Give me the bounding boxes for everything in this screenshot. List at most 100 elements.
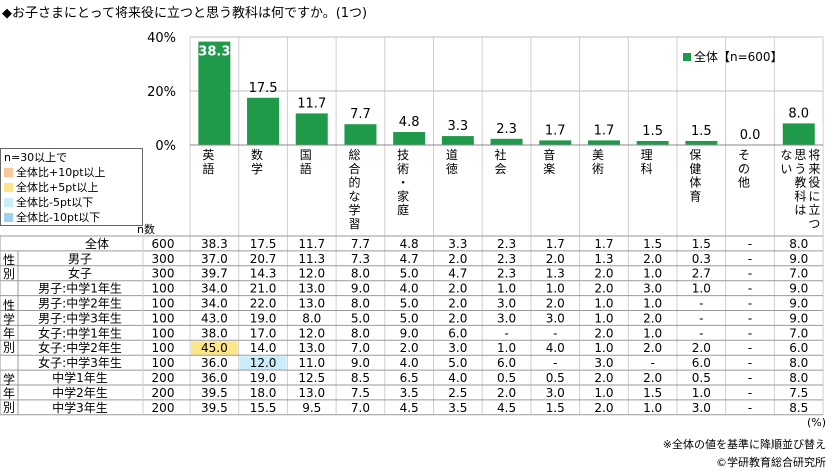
table-cell: 2.0 xyxy=(594,326,613,340)
table-cell: 4.0 xyxy=(400,282,419,296)
table-cell: 2.5 xyxy=(448,386,467,400)
table-group-label: 学 xyxy=(3,311,15,326)
x-tick-label: そ xyxy=(738,148,750,162)
unit-note: (%) xyxy=(806,416,826,429)
highlight-legend-item: 全体比-5pt以下 xyxy=(4,195,139,210)
table-n-value: 200 xyxy=(152,386,175,400)
table-cell: 9.0 xyxy=(400,326,419,340)
x-tick-label: 英 xyxy=(202,148,214,162)
highlight-legend-item: 全体比+5pt以上 xyxy=(4,180,139,195)
table-cell: 1.0 xyxy=(643,326,662,340)
table-cell: - xyxy=(748,252,752,266)
table-cell: 2.0 xyxy=(448,252,467,266)
x-tick-label: 理 xyxy=(641,148,653,162)
data-label: 1.5 xyxy=(691,124,712,139)
x-tick-label: は xyxy=(794,203,806,217)
table-n-value: 100 xyxy=(152,282,175,296)
x-tick-label: 来 xyxy=(808,162,820,176)
data-label: 4.8 xyxy=(399,115,420,130)
table-cell: 15.5 xyxy=(250,401,277,415)
table-cell: 43.0 xyxy=(201,311,228,325)
legend-label-2: 全体比+5pt以上 xyxy=(16,181,99,194)
x-tick-label: ・ xyxy=(397,176,409,190)
highlight-legend: n=30以上で 全体比+10pt以上 全体比+5pt以上 全体比-5pt以下 全… xyxy=(0,148,143,226)
data-label: 7.7 xyxy=(350,107,371,122)
table-cell: - xyxy=(504,326,508,340)
x-tick-label: 思 xyxy=(794,148,806,162)
table-cell: 14.3 xyxy=(250,267,277,281)
table-cell: 2.0 xyxy=(448,311,467,325)
table-cell: 8.0 xyxy=(351,297,370,311)
x-tick-label: 教 xyxy=(794,175,806,190)
table-cell: 6.0 xyxy=(497,356,516,370)
x-tick-label: 体 xyxy=(689,176,701,190)
table-row-label: 男子:中学1年生 xyxy=(38,281,122,296)
table-cell: 1.3 xyxy=(594,252,613,266)
table-row-label: 女子:中学1年生 xyxy=(38,325,122,340)
table-cell: 1.0 xyxy=(594,386,613,400)
x-tick-label: 徳 xyxy=(446,161,458,176)
copyright: ©学研教育総合研究所 xyxy=(716,456,826,469)
table-cell: 39.7 xyxy=(201,267,228,281)
table-cell: 8.0 xyxy=(789,371,808,385)
legend-label-3: 全体比-5pt以下 xyxy=(16,196,94,209)
table-cell: - xyxy=(748,401,752,415)
table-cell: 1.7 xyxy=(546,237,565,251)
legend-swatch-3 xyxy=(4,198,13,207)
series-legend: 全体【n=600】 xyxy=(683,48,783,65)
data-label: 11.7 xyxy=(297,96,326,111)
table-cell: 2.3 xyxy=(497,267,516,281)
table-cell: 13.0 xyxy=(298,386,325,400)
table-cell: 38.0 xyxy=(201,326,228,340)
data-label: 8.0 xyxy=(788,106,809,121)
x-tick-label: に xyxy=(808,189,820,203)
x-tick-label: 総 xyxy=(348,148,360,162)
table-cell: 9.0 xyxy=(789,297,808,311)
x-tick-label: 国 xyxy=(300,148,312,162)
table-cell: 3.0 xyxy=(497,311,516,325)
bar xyxy=(393,132,426,145)
data-label: 1.7 xyxy=(594,123,615,138)
table-cell: 1.0 xyxy=(692,282,711,296)
x-tick-label: う xyxy=(794,162,806,176)
x-tick-label: 技 xyxy=(397,148,409,162)
bar xyxy=(539,140,572,145)
table-cell: 1.5 xyxy=(643,386,662,400)
table-cell: 12.0 xyxy=(298,326,325,340)
table-cell: 2.0 xyxy=(546,297,565,311)
x-tick-label: 社 xyxy=(495,147,507,162)
table-cell: 18.0 xyxy=(250,386,277,400)
table-cell: 7.0 xyxy=(789,326,808,340)
data-label: 3.3 xyxy=(448,119,469,134)
table-cell: 8.5 xyxy=(351,371,370,385)
table-cell: 3.0 xyxy=(643,282,662,296)
table-cell: - xyxy=(553,326,557,340)
table-cell: - xyxy=(699,311,703,325)
table-cell: 1.7 xyxy=(594,237,613,251)
table-cell: 3.0 xyxy=(546,386,565,400)
bar xyxy=(490,138,523,145)
highlight-cell xyxy=(239,356,287,371)
table-cell: - xyxy=(699,297,703,311)
x-tick-label: 立 xyxy=(808,202,820,217)
table-n-value: 100 xyxy=(152,297,175,311)
table-cell: 0.5 xyxy=(497,371,516,385)
table-cell: 2.3 xyxy=(497,237,516,251)
x-tick-label: 他 xyxy=(738,176,750,190)
y-tick-label: 20% xyxy=(147,85,176,100)
table-cell: 6.5 xyxy=(400,371,419,385)
table-cell: 17.5 xyxy=(250,237,277,251)
series-legend-swatch xyxy=(683,52,691,61)
table-cell: 11.0 xyxy=(298,356,325,370)
table-cell: - xyxy=(748,267,752,281)
x-tick-label: 家 xyxy=(397,188,409,203)
x-tick-label: 術 xyxy=(592,162,604,176)
table-cell: 1.5 xyxy=(546,401,565,415)
highlight-legend-header: n=30以上で xyxy=(4,151,68,164)
table-n-value: 100 xyxy=(152,311,175,325)
table-cell: 8.0 xyxy=(789,356,808,370)
table-cell: 37.0 xyxy=(201,252,228,266)
table-cell: 7.0 xyxy=(351,401,370,415)
table-cell: 9.5 xyxy=(302,401,321,415)
table-cell: 22.0 xyxy=(250,297,277,311)
